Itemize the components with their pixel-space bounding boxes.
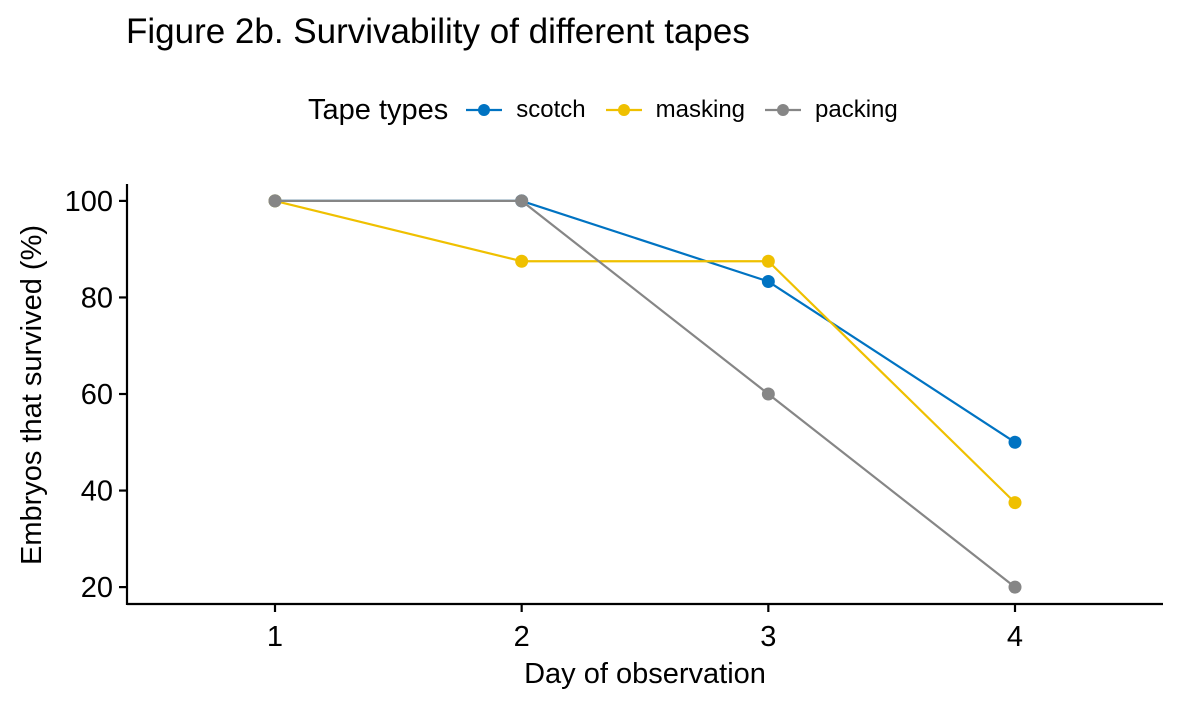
- y-axis-label: Embryos that survived (%): [16, 225, 48, 565]
- legend-key-masking-marker: [617, 104, 630, 116]
- x-tick-label: 3: [760, 621, 776, 653]
- x-ticks: 1 2 3 4: [267, 604, 1023, 653]
- legend-key-packing-marker: [777, 104, 790, 116]
- legend-key-masking-icon: [605, 104, 642, 116]
- data-point-masking: [761, 254, 775, 268]
- legend-item-packing: packing: [765, 96, 898, 124]
- series-line-scotch: [275, 199, 1016, 444]
- y-tick-label: 40: [81, 476, 113, 508]
- series-line-masking: [274, 199, 1016, 504]
- series-line-packing: [275, 199, 1016, 588]
- data-point-packing: [268, 194, 282, 208]
- legend-item-scotch: scotch: [466, 96, 586, 124]
- y-tick-label: 100: [65, 186, 113, 218]
- legend: Tape types scotch masking packing: [308, 92, 918, 128]
- legend-label-packing: packing: [815, 96, 898, 123]
- series-packing: [268, 194, 1022, 594]
- legend-key-packing-icon: [765, 104, 802, 116]
- data-point-packing: [515, 194, 529, 208]
- x-axis-label: Day of observation: [524, 658, 766, 690]
- chart-title: Figure 2b. Survivability of different ta…: [126, 12, 750, 51]
- data-point-packing: [1008, 580, 1022, 594]
- legend-item-masking: masking: [605, 96, 746, 124]
- x-tick-label: 2: [514, 621, 530, 653]
- x-tick-label: 4: [1007, 621, 1023, 653]
- data-point-masking: [515, 254, 529, 268]
- legend-label-scotch: scotch: [516, 96, 586, 123]
- legend-title: Tape types: [308, 93, 449, 126]
- data-point-scotch: [1008, 435, 1022, 449]
- data-point-masking: [1008, 496, 1022, 510]
- x-tick-label: 1: [267, 621, 283, 653]
- data-point-scotch: [761, 275, 775, 289]
- legend-key-scotch-icon: [466, 104, 503, 116]
- series-scotch: [268, 194, 1022, 449]
- legend-key-scotch-marker: [478, 104, 491, 116]
- y-tick-label: 20: [81, 572, 113, 604]
- y-tick-label: 80: [81, 282, 113, 314]
- series-layer: [268, 194, 1022, 594]
- legend-label-masking: masking: [655, 96, 746, 123]
- y-ticks: 20 40 60 80 100: [65, 186, 127, 604]
- data-point-packing: [761, 387, 775, 401]
- y-tick-label: 60: [81, 379, 113, 411]
